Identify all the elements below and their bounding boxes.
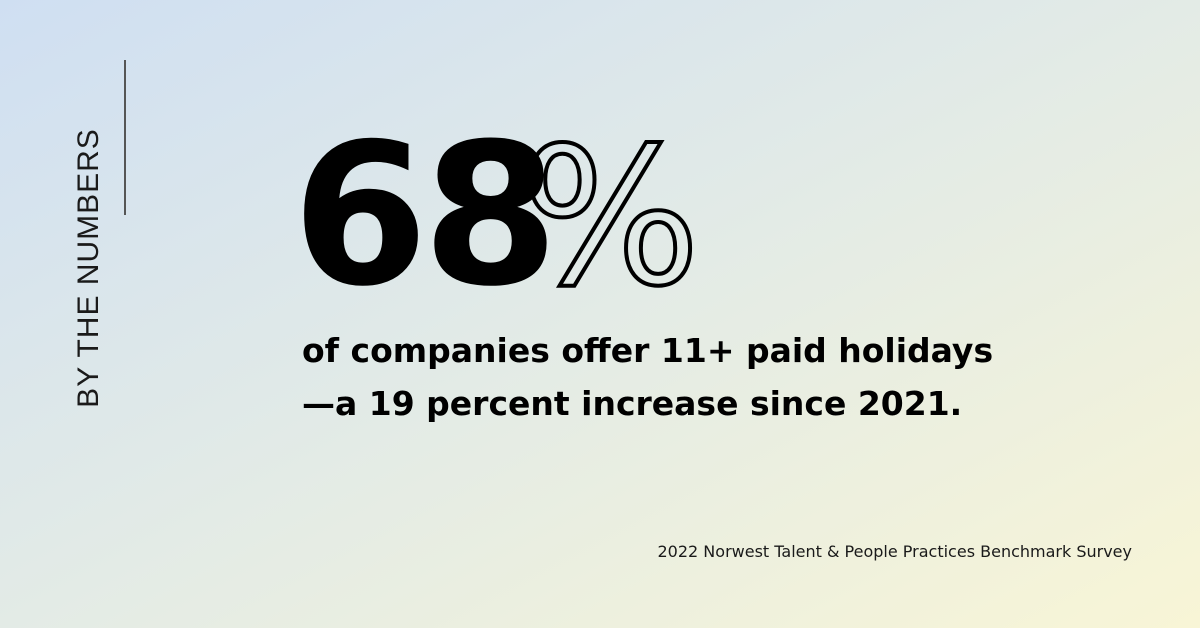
source: 2022 Norwest Talent & People Practices B… bbox=[658, 542, 1133, 561]
description-line: —a 19 percent increase since 2021. bbox=[302, 384, 962, 423]
stat-symbol: % bbox=[520, 107, 701, 328]
description-line: of companies offer 11+ paid holidays bbox=[302, 331, 993, 370]
stat-number: 68 bbox=[292, 102, 553, 330]
section-label: BY THE NUMBERS bbox=[72, 128, 105, 408]
